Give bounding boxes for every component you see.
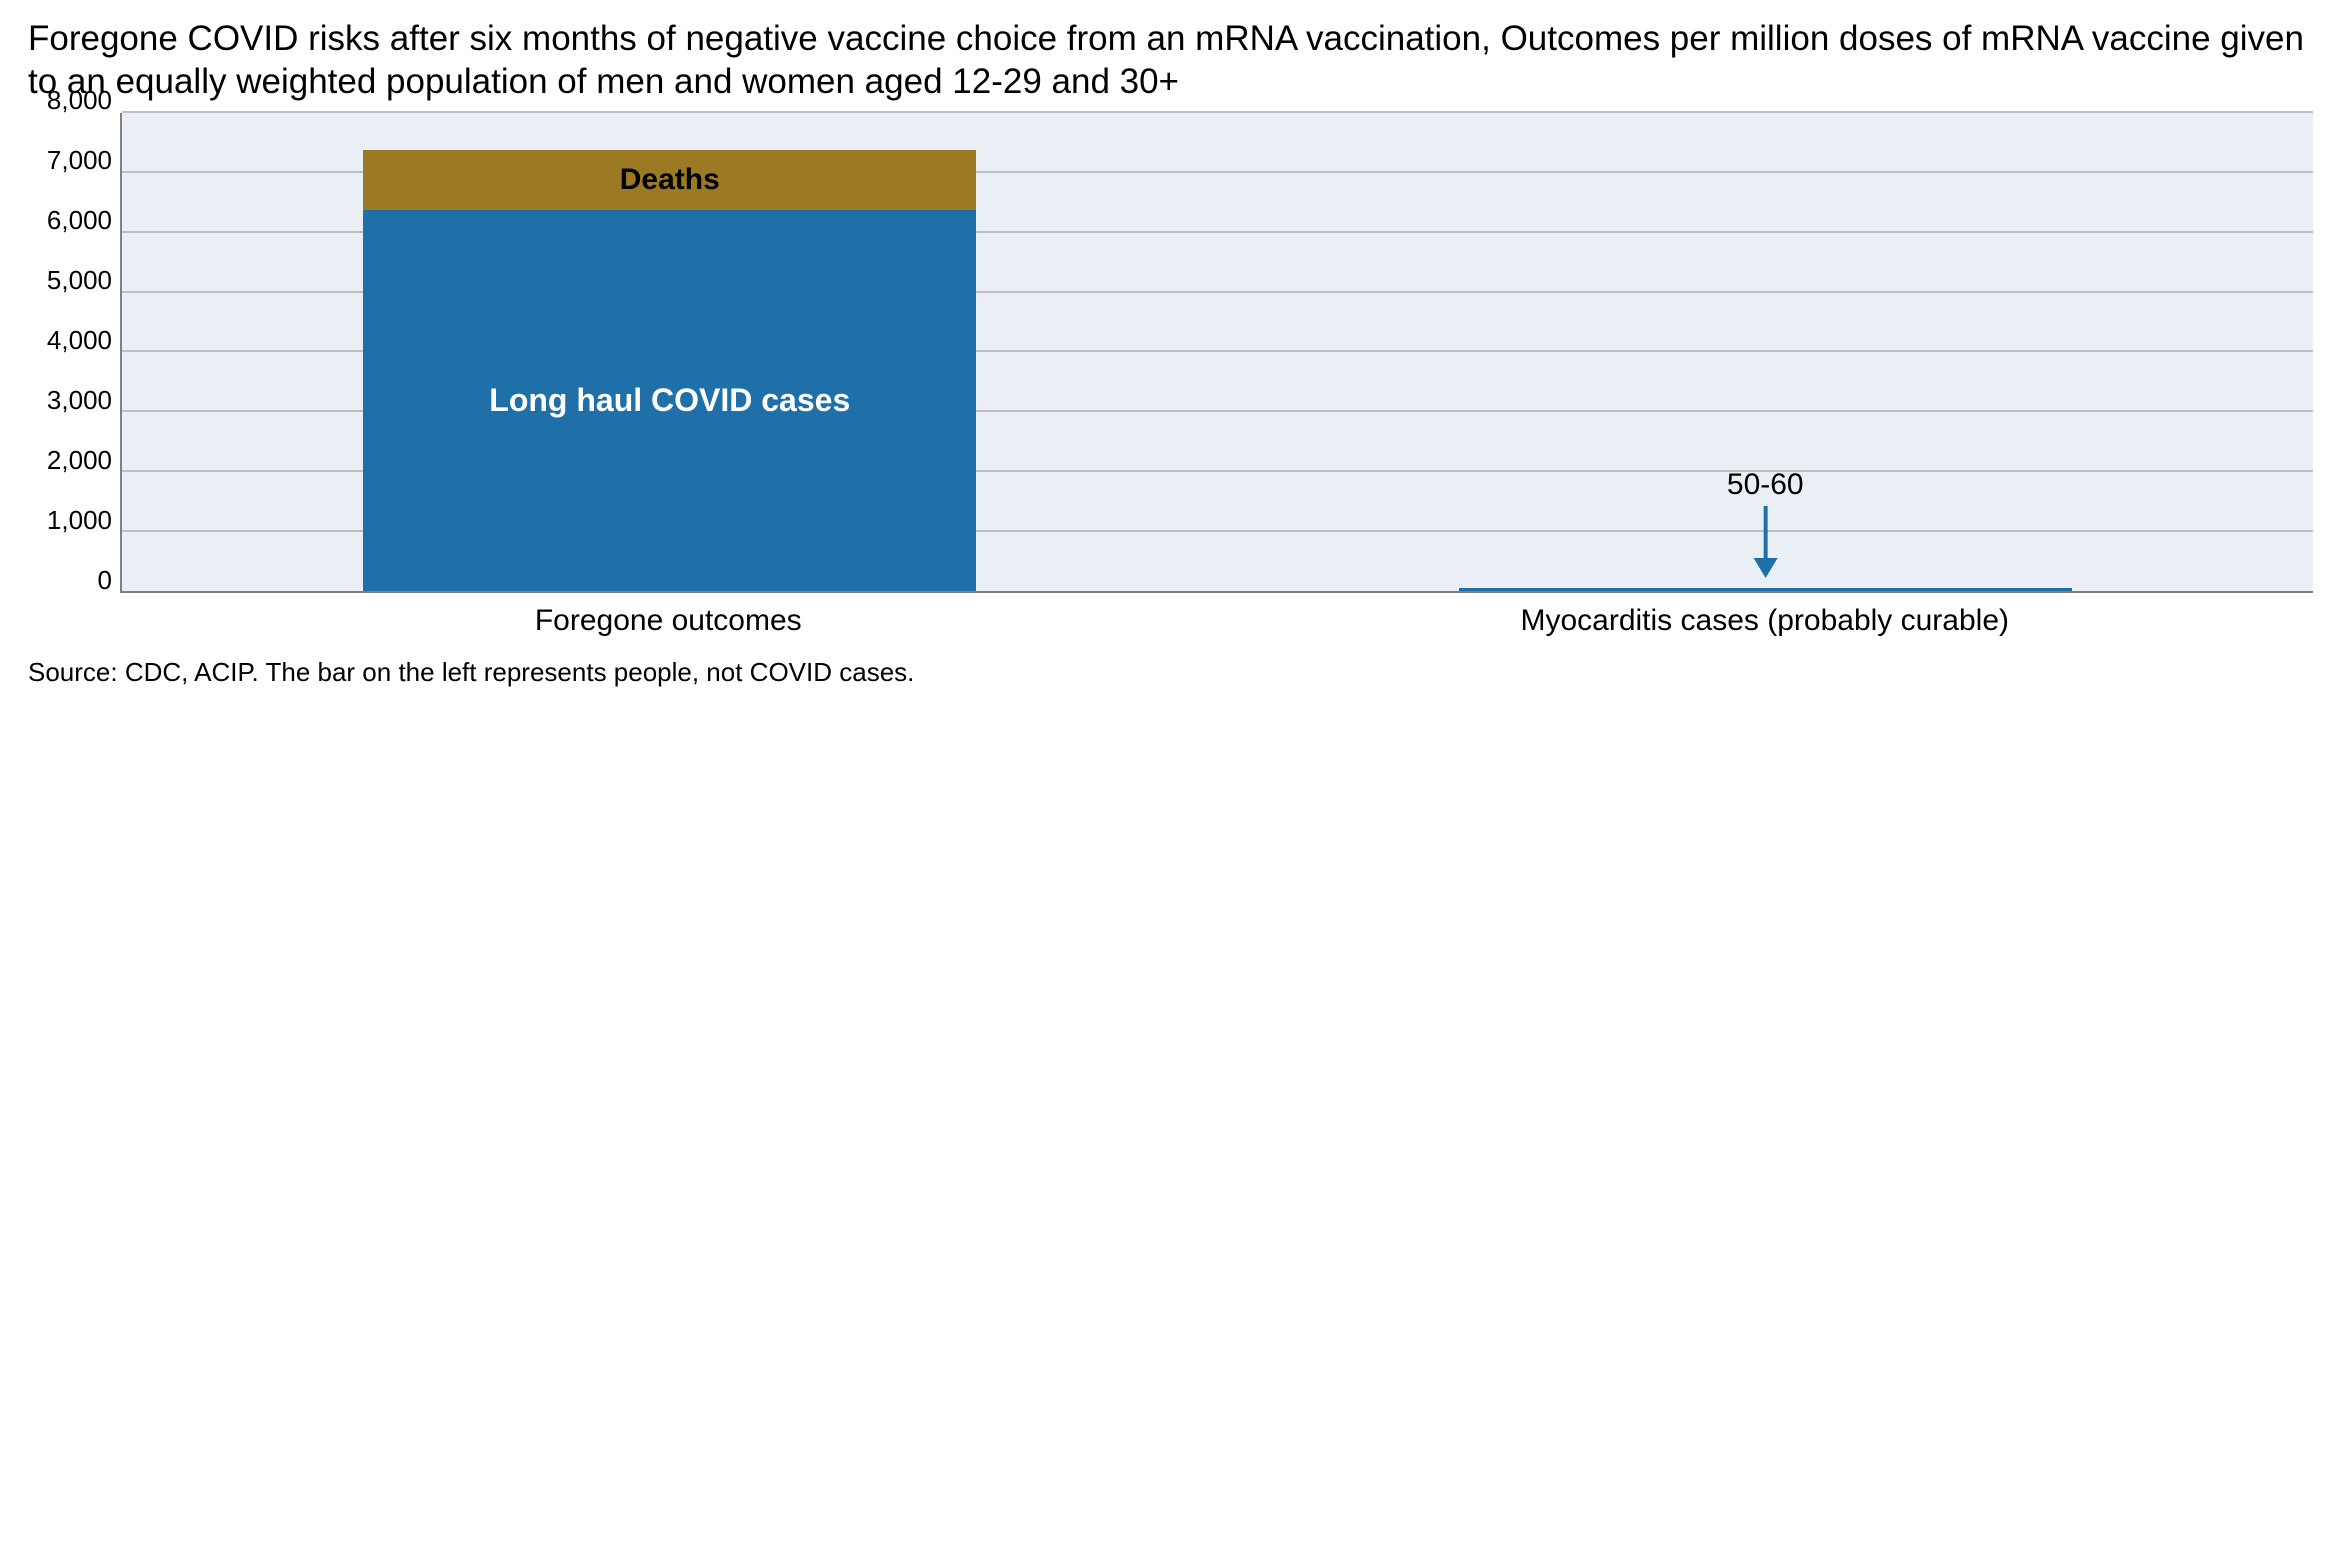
bar-slot: 50-60 [1218,113,2314,591]
annotation: 50-60 [1727,468,1804,580]
bar-segment: Deaths [363,150,976,210]
bar-segment-label: Deaths [620,163,720,197]
x-axis-label: Myocarditis cases (probably curable) [1217,593,2314,638]
chart: 8,0007,0006,0005,0004,0003,0002,0001,000… [28,113,2313,593]
bar: Deaths Long haul COVID cases [363,150,976,591]
x-axis: Foregone outcomesMyocarditis cases (prob… [28,593,2313,638]
chart-title: Foregone COVID risks after six months of… [28,18,2313,103]
bar-slot: Deaths Long haul COVID cases [122,113,1218,591]
annotation-label: 50-60 [1727,468,1804,502]
bar-segment: Long haul COVID cases [363,210,976,591]
bar-segment-label: Long haul COVID cases [489,382,850,419]
x-axis-labels: Foregone outcomesMyocarditis cases (prob… [120,593,2313,638]
arrow-down-icon [1747,502,1783,580]
plot-area: Deaths Long haul COVID cases 50-60 [120,113,2313,593]
bars-layer: Deaths Long haul COVID cases 50-60 [122,113,2313,591]
bar [1459,588,2072,591]
x-axis-label: Foregone outcomes [120,593,1217,638]
x-axis-spacer [28,593,120,638]
source-note: Source: CDC, ACIP. The bar on the left r… [28,657,2313,688]
bar-segment [1459,588,2072,591]
y-axis: 8,0007,0006,0005,0004,0003,0002,0001,000… [28,113,120,593]
